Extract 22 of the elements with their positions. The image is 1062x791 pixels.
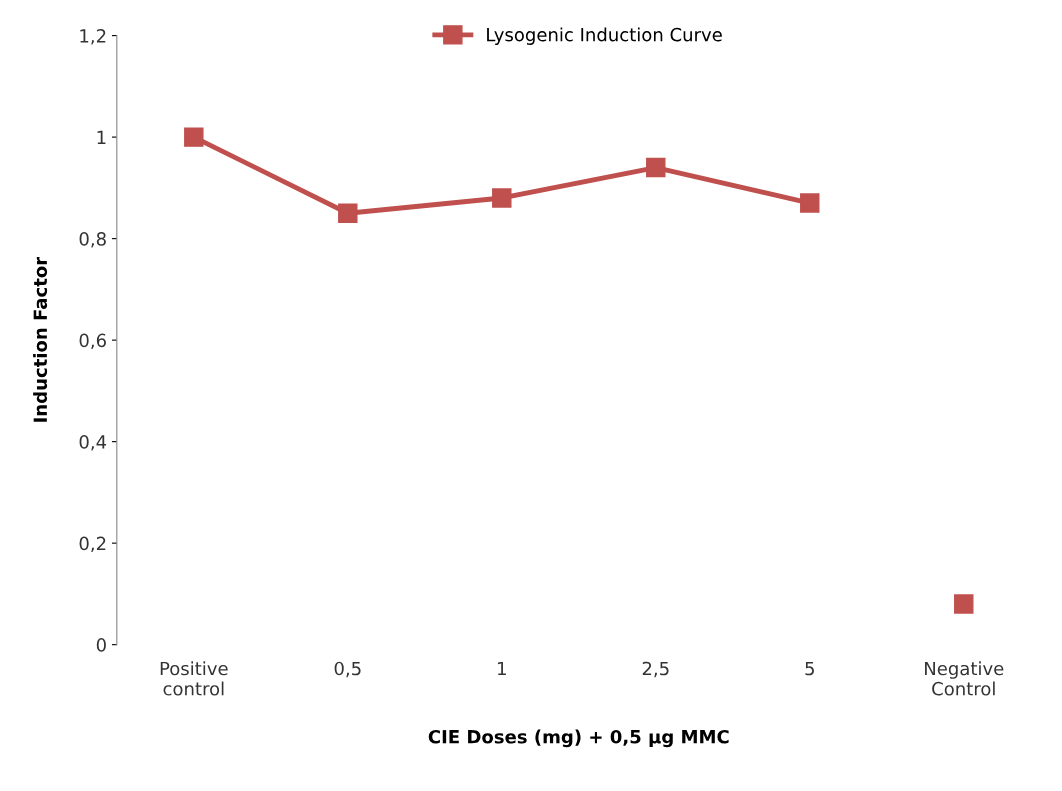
point — [954, 594, 974, 614]
y-tick-label: 0,4 — [79, 435, 107, 451]
point — [800, 193, 820, 213]
y-tick-label: 0,6 — [79, 333, 106, 350]
y-tick-label: 0,8 — [79, 232, 106, 248]
point — [646, 157, 666, 178]
x-tick-label: 5 — [805, 661, 814, 676]
y-tick-label: 0,2 — [79, 536, 106, 553]
y-tick-label: 1,2 — [80, 29, 106, 45]
x-tick-label: Positive control — [160, 661, 228, 696]
legend-label: Lysogenic Induction Curve — [487, 27, 722, 45]
x-tick-label: Negative Control — [925, 661, 1004, 696]
x-tick-label: 2,5 — [642, 661, 669, 678]
x-axis-title: CIE Doses (mg) + 0,5 µg MMC — [428, 729, 729, 748]
y-axis-title: Induction Factor — [33, 256, 48, 422]
x-tick-label: 0,5 — [334, 661, 361, 678]
x-tick-label: 1 — [498, 661, 506, 676]
y-tick-label: 1 — [97, 130, 106, 144]
point — [338, 203, 358, 223]
point — [492, 188, 512, 208]
y-tick-label: 0 — [96, 638, 106, 652]
point — [184, 127, 204, 147]
